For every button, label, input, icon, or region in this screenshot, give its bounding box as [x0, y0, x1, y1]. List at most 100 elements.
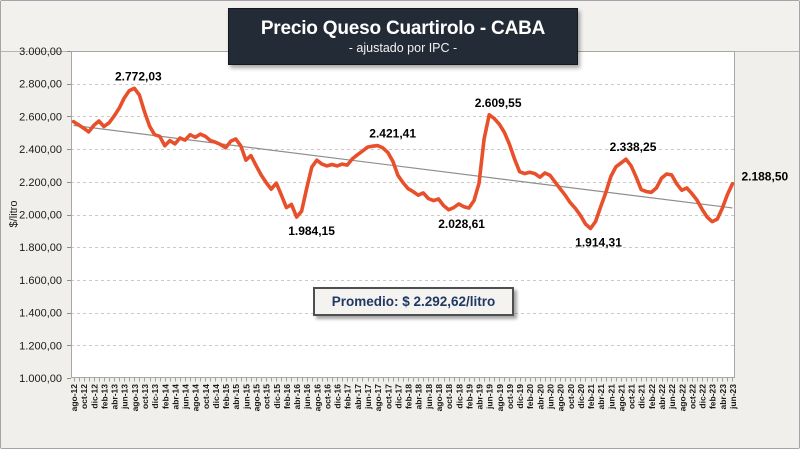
point-annotation: 2.421,41	[369, 127, 416, 141]
svg-text:oct-15: oct-15	[262, 384, 272, 409]
svg-text:oct-21: oct-21	[627, 384, 637, 409]
svg-text:jun-13: jun-13	[120, 384, 130, 410]
svg-text:feb-15: feb-15	[221, 384, 231, 409]
svg-text:oct-14: oct-14	[201, 384, 211, 409]
svg-text:ago-15: ago-15	[252, 384, 262, 412]
svg-text:ago-21: ago-21	[616, 384, 626, 412]
svg-text:ago-14: ago-14	[191, 384, 201, 412]
svg-text:oct-13: oct-13	[140, 384, 150, 409]
svg-text:ago-12: ago-12	[69, 384, 79, 412]
svg-text:dic-19: dic-19	[515, 384, 525, 409]
price-series-line	[71, 86, 735, 231]
svg-text:feb-23: feb-23	[708, 384, 718, 409]
point-annotation: 2.609,55	[475, 96, 522, 110]
svg-text:jun-15: jun-15	[241, 384, 251, 410]
svg-text:abr-23: abr-23	[718, 384, 728, 410]
chart-title-box: Precio Queso Cuartirolo - CABA - ajustad…	[228, 8, 578, 65]
svg-text:abr-19: abr-19	[475, 384, 485, 410]
svg-text:2.400,00: 2.400,00	[19, 144, 62, 156]
svg-text:1.000,00: 1.000,00	[19, 373, 62, 385]
svg-text:3.000,00: 3.000,00	[19, 46, 62, 58]
svg-text:ago-18: ago-18	[434, 384, 444, 412]
point-annotation: 1.914,31	[575, 236, 622, 250]
svg-text:feb-22: feb-22	[647, 384, 657, 409]
svg-text:dic-13: dic-13	[150, 384, 160, 409]
svg-text:jun-14: jun-14	[181, 384, 191, 410]
point-annotation: 2.338,25	[610, 140, 657, 154]
point-annotation: 2.028,61	[438, 217, 485, 231]
series-end-label: 2.188,50	[741, 170, 788, 184]
svg-text:oct-17: oct-17	[383, 384, 393, 409]
svg-text:dic-17: dic-17	[393, 384, 403, 409]
svg-text:1.200,00: 1.200,00	[19, 340, 62, 352]
y-axis-labels: 3.000,00 2.800,00 2.600,00 2.400,00 2.200,00…	[19, 46, 62, 385]
svg-text:feb-18: feb-18	[404, 384, 414, 409]
svg-text:dic-15: dic-15	[272, 384, 282, 409]
y-axis-ticks	[67, 51, 71, 379]
svg-text:abr-15: abr-15	[231, 384, 241, 410]
chart-subtitle: - ajustado por IPC -	[348, 41, 458, 56]
svg-text:dic-20: dic-20	[576, 384, 586, 409]
svg-text:abr-16: abr-16	[292, 384, 302, 410]
svg-text:jun-18: jun-18	[424, 384, 434, 410]
svg-text:ago-22: ago-22	[677, 384, 687, 412]
y-axis-title: $/litro	[8, 201, 20, 228]
svg-text:feb-16: feb-16	[282, 384, 292, 409]
svg-text:ago-17: ago-17	[373, 384, 383, 412]
svg-text:jun-22: jun-22	[667, 384, 677, 410]
svg-text:1.400,00: 1.400,00	[19, 308, 62, 320]
svg-text:2.200,00: 2.200,00	[19, 177, 62, 189]
svg-text:abr-21: abr-21	[596, 384, 606, 410]
point-annotation: 2.772,03	[115, 69, 162, 83]
svg-text:2.000,00: 2.000,00	[19, 210, 62, 222]
svg-text:abr-14: abr-14	[170, 384, 180, 410]
svg-text:abr-18: abr-18	[414, 384, 424, 410]
svg-text:ago-16: ago-16	[312, 384, 322, 412]
x-axis-labels: ago-12 oct-12 dic-12 feb-13 abr-13 jun-13 ago-…	[69, 384, 738, 412]
plot-area	[71, 51, 735, 378]
svg-text:dic-22: dic-22	[698, 384, 708, 409]
svg-text:oct-16: oct-16	[322, 384, 332, 409]
svg-text:oct-22: oct-22	[687, 384, 697, 409]
svg-text:1.800,00: 1.800,00	[19, 242, 62, 254]
svg-text:feb-13: feb-13	[99, 384, 109, 409]
svg-text:abr-22: abr-22	[657, 384, 667, 410]
svg-text:feb-14: feb-14	[160, 384, 170, 409]
svg-text:dic-21: dic-21	[637, 384, 647, 409]
svg-text:dic-18: dic-18	[454, 384, 464, 409]
average-callout: Promedio: $ 2.292,62/litro	[313, 287, 514, 316]
svg-text:ago-19: ago-19	[495, 384, 505, 412]
x-axis-ticks	[74, 378, 733, 382]
svg-text:jun-19: jun-19	[485, 384, 495, 410]
svg-text:oct-12: oct-12	[79, 384, 89, 409]
svg-text:1.600,00: 1.600,00	[19, 275, 62, 287]
point-annotation: 1.984,15	[288, 224, 335, 238]
svg-text:abr-17: abr-17	[353, 384, 363, 410]
svg-text:dic-12: dic-12	[89, 384, 99, 409]
svg-text:feb-20: feb-20	[525, 384, 535, 409]
svg-text:jun-23: jun-23	[728, 384, 738, 410]
svg-text:ago-13: ago-13	[130, 384, 140, 412]
y-gridlines	[71, 84, 735, 346]
svg-text:jun-20: jun-20	[545, 384, 555, 410]
svg-text:oct-19: oct-19	[505, 384, 515, 409]
svg-text:2.800,00: 2.800,00	[19, 79, 62, 91]
chart-title: Precio Queso Cuartirolo - CABA	[260, 17, 546, 39]
svg-text:feb-19: feb-19	[464, 384, 474, 409]
svg-text:abr-13: abr-13	[110, 384, 120, 410]
svg-text:abr-20: abr-20	[535, 384, 545, 410]
point-annotations: 2.772,03 1.984,15 2.421,41 2.028,61 2.609,55…	[115, 69, 789, 249]
svg-text:feb-21: feb-21	[586, 384, 596, 409]
svg-text:oct-20: oct-20	[566, 384, 576, 409]
svg-text:feb-17: feb-17	[343, 384, 353, 409]
svg-text:jun-16: jun-16	[302, 384, 312, 410]
svg-text:dic-14: dic-14	[211, 384, 221, 409]
svg-text:jun-17: jun-17	[363, 384, 373, 410]
svg-text:ago-20: ago-20	[556, 384, 566, 412]
svg-text:oct-18: oct-18	[444, 384, 454, 409]
svg-text:jun-21: jun-21	[606, 384, 616, 410]
svg-text:2.600,00: 2.600,00	[19, 111, 62, 123]
svg-text:dic-16: dic-16	[333, 384, 343, 409]
